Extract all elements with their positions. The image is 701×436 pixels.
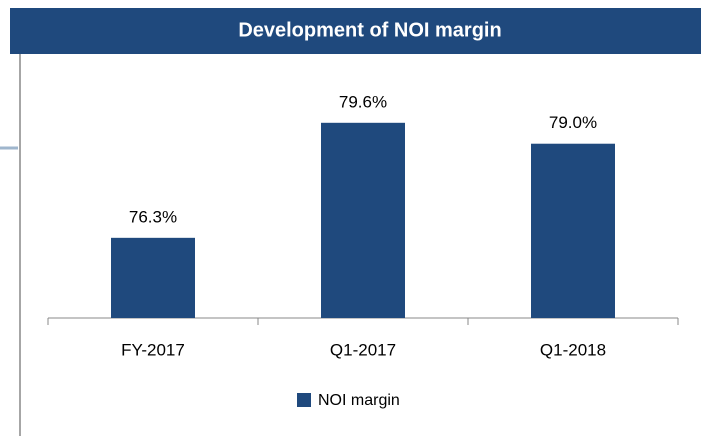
bar	[531, 143, 615, 318]
chart-title: Development of NOI margin	[238, 19, 501, 41]
legend-swatch	[297, 393, 311, 407]
x-tick-label: Q1-2017	[330, 340, 396, 359]
x-tick-label: FY-2017	[121, 340, 185, 359]
data-label: 79.0%	[549, 113, 597, 132]
bar	[111, 237, 195, 318]
bar	[321, 122, 405, 318]
x-tick-label: Q1-2018	[540, 340, 606, 359]
title-banner	[10, 8, 701, 54]
data-label: 76.3%	[129, 207, 177, 226]
legend-label: NOI margin	[318, 392, 400, 409]
data-label: 79.6%	[339, 92, 387, 111]
